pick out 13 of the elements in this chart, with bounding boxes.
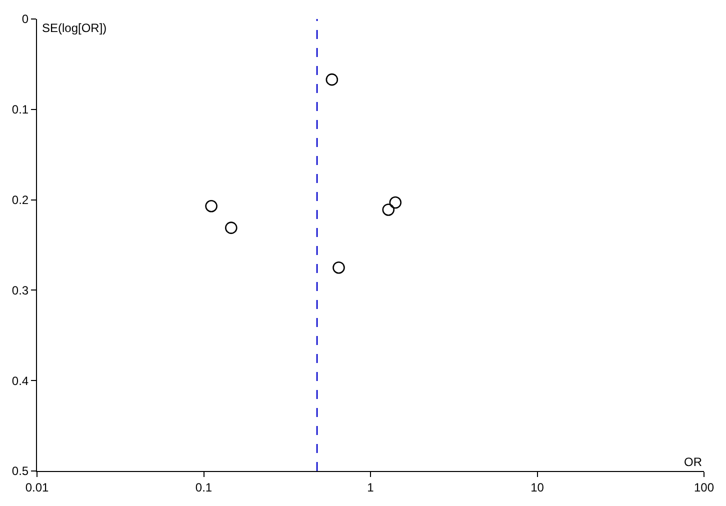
x-tick-label: 100 <box>694 480 714 494</box>
y-tick-label: 0.3 <box>12 283 29 298</box>
x-tick-label: 10 <box>530 480 544 494</box>
x-tick-label: 0.01 <box>25 480 49 494</box>
y-tick-label: 0 <box>22 12 29 26</box>
y-tick-label: 0.1 <box>12 102 29 117</box>
y-tick-label: 0.2 <box>12 193 29 207</box>
y-tick-label: 0.4 <box>12 374 29 388</box>
y-tick-label: 0.5 <box>12 464 29 478</box>
x-tick-label: 1 <box>367 480 374 494</box>
y-axis-title: SE(log[OR]) <box>42 21 107 35</box>
x-tick-label: 0.1 <box>195 480 212 494</box>
x-axis-title: OR <box>684 455 702 469</box>
